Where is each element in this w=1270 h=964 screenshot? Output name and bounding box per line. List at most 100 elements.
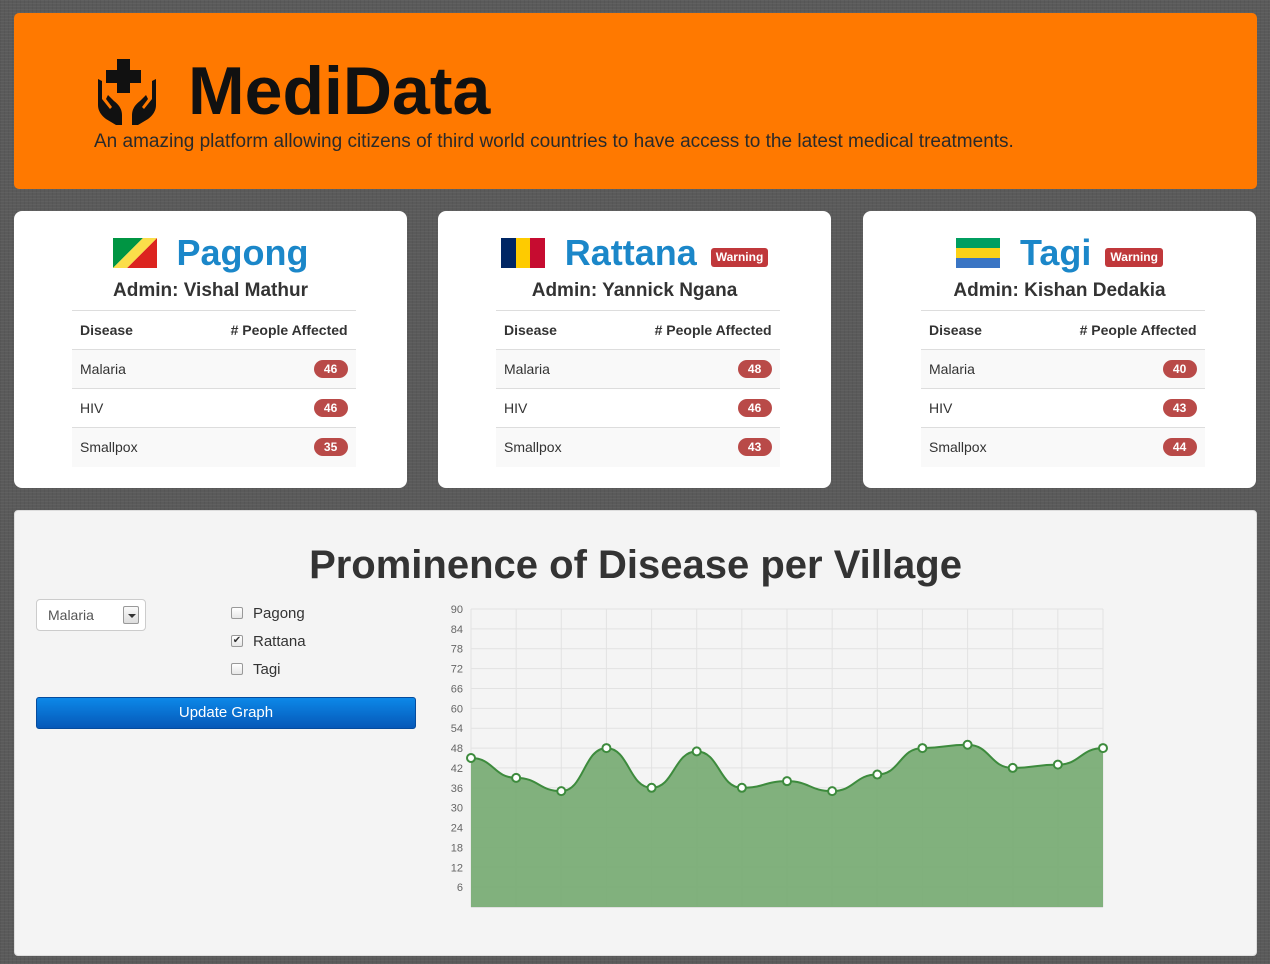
- chevron-down-icon[interactable]: [123, 606, 139, 624]
- table-row: HIV 46: [72, 388, 356, 428]
- count-badge: 46: [737, 399, 772, 417]
- data-point: [466, 753, 476, 763]
- series-line: [470, 743, 1104, 793]
- table-row: Smallpox 43: [496, 427, 780, 467]
- table-row: Malaria 46: [72, 349, 356, 389]
- warning-badge: Warning: [1105, 247, 1163, 267]
- village-name: Pagong: [176, 232, 309, 273]
- column-header-people-affected: # People Affected: [569, 310, 780, 350]
- checkbox-label: Pagong: [253, 604, 305, 622]
- data-point: [917, 743, 928, 754]
- disease-table: Disease # People Affected Malaria 40 HIV…: [921, 310, 1205, 467]
- header-banner: MediData An amazing platform allowing ci…: [14, 13, 1257, 189]
- disease-cell: HIV: [496, 388, 570, 428]
- table-row: HIV 43: [921, 388, 1205, 428]
- checkbox-pagong[interactable]: [231, 607, 243, 619]
- count-badge: 40: [1162, 360, 1197, 378]
- data-point: [646, 782, 657, 793]
- app-title: MediData: [188, 53, 491, 129]
- disease-cell: HIV: [921, 388, 995, 428]
- table-row: Smallpox 35: [72, 427, 356, 467]
- count-badge: 43: [737, 438, 772, 457]
- village-admin: Admin: Kishan Dedakia: [953, 280, 1166, 301]
- y-tick-label: 84: [451, 624, 463, 636]
- column-header-disease: Disease: [921, 310, 995, 350]
- chad-flag-icon: [500, 238, 545, 268]
- count-badge: 48: [737, 360, 772, 378]
- table-row: Malaria 48: [496, 349, 780, 389]
- data-point: [827, 786, 838, 797]
- medical-hands-icon: [98, 59, 156, 125]
- village-card-rattana: Rattana Warning Admin: Yannick Ngana Dis…: [438, 211, 831, 488]
- data-point: [1007, 762, 1018, 773]
- village-card-tagi: Tagi Warning Admin: Kishan Dedakia Disea…: [863, 211, 1256, 488]
- column-header-disease: Disease: [72, 310, 146, 350]
- checkbox-row-rattana[interactable]: ✔ Rattana: [231, 627, 306, 655]
- data-point: [872, 769, 883, 780]
- table-row: HIV 46: [496, 388, 780, 428]
- y-tick-label: 48: [451, 743, 463, 755]
- data-point: [691, 746, 702, 757]
- disease-cell: Malaria: [496, 349, 570, 389]
- disease-select[interactable]: Malaria: [36, 599, 146, 631]
- disease-cell: Smallpox: [72, 427, 146, 467]
- data-point: [782, 776, 792, 787]
- data-point: [556, 786, 567, 797]
- checkbox-label: Tagi: [253, 660, 281, 678]
- checkbox-row-pagong[interactable]: Pagong: [231, 599, 306, 627]
- count-badge: 35: [313, 438, 348, 457]
- checkbox-row-tagi[interactable]: Tagi: [231, 655, 306, 683]
- checkbox-tagi[interactable]: [231, 663, 243, 675]
- disease-cell: Smallpox: [921, 427, 995, 467]
- data-point: [736, 782, 747, 793]
- disease-cell: Smallpox: [496, 427, 570, 467]
- congo-flag-icon: [112, 238, 157, 268]
- y-tick-label: 78: [451, 644, 463, 656]
- disease-cell: Malaria: [72, 349, 146, 389]
- count-badge: 46: [313, 399, 348, 417]
- warning-badge: Warning: [710, 247, 769, 267]
- y-tick-label: 12: [451, 862, 463, 874]
- y-tick-label: 24: [451, 823, 463, 835]
- count-badge: 43: [1162, 399, 1197, 417]
- column-header-people-affected: # People Affected: [994, 310, 1205, 350]
- village-name: Tagi: [1020, 232, 1092, 273]
- disease-cell: HIV: [72, 388, 146, 428]
- y-tick-label: 54: [451, 723, 463, 735]
- checkbox-label: Rattana: [253, 632, 306, 650]
- checkbox-rattana[interactable]: ✔: [231, 635, 243, 647]
- y-tick-label: 72: [451, 664, 463, 676]
- graph-panel: Prominence of Disease per Village Malari…: [14, 510, 1257, 956]
- data-point: [962, 739, 973, 750]
- app-tagline: An amazing platform allowing citizens of…: [94, 131, 1014, 152]
- table-row: Smallpox 44: [921, 427, 1205, 467]
- column-header-disease: Disease: [496, 310, 570, 350]
- y-tick-label: 42: [451, 763, 463, 775]
- y-tick-label: 30: [451, 803, 463, 815]
- column-header-people-affected: # People Affected: [145, 310, 356, 350]
- y-tick-label: 36: [451, 783, 463, 795]
- village-card-pagong: Pagong Admin: Vishal Mathur Disease # Pe…: [14, 211, 407, 488]
- graph-title: Prominence of Disease per Village: [309, 543, 962, 587]
- village-admin: Admin: Yannick Ngana: [531, 280, 738, 301]
- disease-area-chart: 6 12 18 24 30 36 42 48 54 60 66 72 78 84 90: [451, 604, 1108, 908]
- data-point: [1052, 759, 1063, 770]
- disease-table: Disease # People Affected Malaria 48 HIV…: [496, 310, 780, 467]
- data-point: [601, 743, 612, 754]
- disease-table: Disease # People Affected Malaria 46 HIV…: [72, 310, 356, 467]
- data-point: [511, 772, 522, 783]
- update-graph-button[interactable]: Update Graph: [36, 697, 416, 729]
- count-badge: 44: [1162, 438, 1197, 457]
- y-tick-label: 60: [451, 703, 463, 715]
- y-tick-label: 6: [457, 882, 463, 894]
- village-name: Rattana: [564, 232, 697, 273]
- y-tick-label: 66: [451, 683, 463, 695]
- village-admin: Admin: Vishal Mathur: [113, 280, 308, 301]
- disease-cell: Malaria: [921, 349, 995, 389]
- count-badge: 46: [313, 360, 348, 378]
- area-fill: [471, 744, 1103, 907]
- table-row: Malaria 40: [921, 349, 1205, 389]
- y-tick-label: 18: [451, 842, 463, 854]
- gabon-flag-icon: [956, 238, 1001, 268]
- village-checkboxes: Pagong ✔ Rattana Tagi: [231, 599, 306, 683]
